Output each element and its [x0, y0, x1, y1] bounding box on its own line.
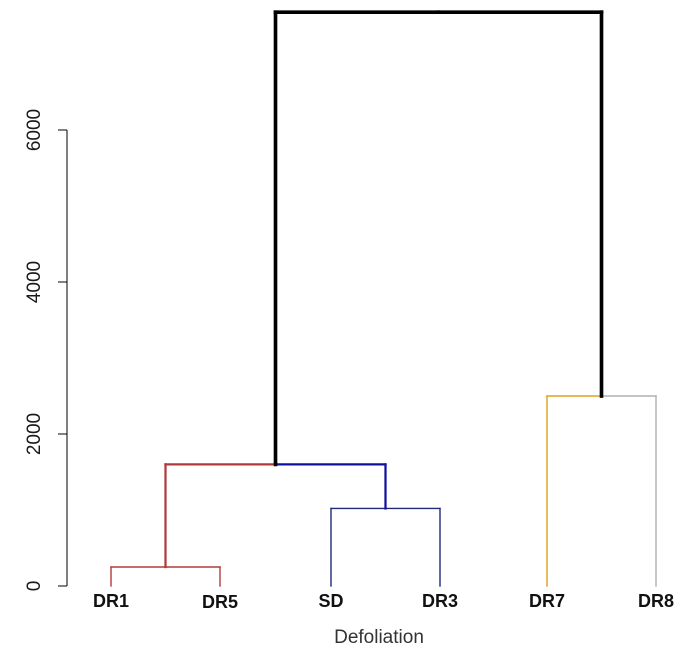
y-tick-label: 2000	[24, 413, 45, 455]
y-tick-label: 4000	[24, 261, 45, 303]
leaf-label-dr7: DR7	[529, 591, 565, 611]
leaf-label-dr8: DR8	[638, 591, 674, 611]
leaf-label-dr3: DR3	[422, 591, 458, 611]
y-tick-label: 6000	[24, 109, 45, 151]
y-axis: 0 2000 4000 6000	[24, 109, 68, 592]
leaf-label-sd: SD	[318, 591, 343, 611]
y-tick-label: 0	[24, 581, 45, 592]
dendrogram-branches	[110, 10, 657, 587]
x-axis-title: Defoliation	[334, 627, 424, 648]
leaf-label-dr5: DR5	[202, 592, 238, 612]
leaf-labels: DR1 DR5 SD DR3 DR7 DR8	[93, 591, 674, 612]
leaf-label-dr1: DR1	[93, 591, 129, 611]
